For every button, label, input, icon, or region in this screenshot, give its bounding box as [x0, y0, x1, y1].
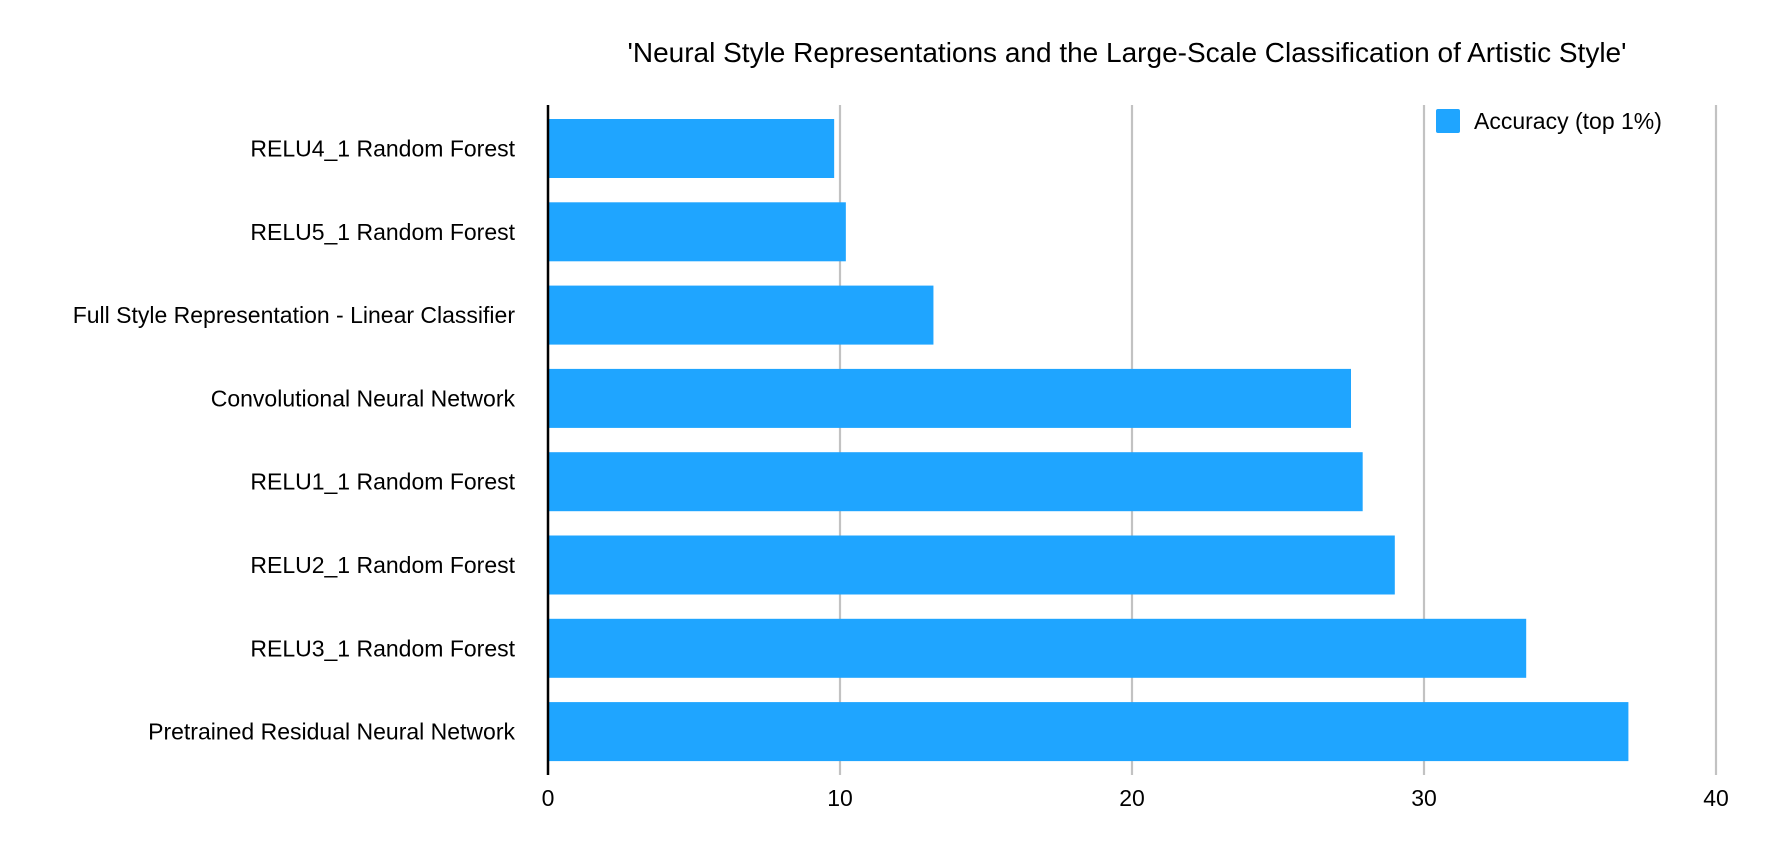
category-label-5: RELU2_1 Random Forest: [250, 552, 515, 578]
category-label-2: Full Style Representation - Linear Class…: [73, 302, 516, 328]
category-label-7: Pretrained Residual Neural Network: [148, 719, 515, 745]
x-tick-label-2: 20: [1119, 785, 1145, 811]
legend-swatch: [1436, 109, 1460, 133]
bar-0: [548, 119, 835, 178]
category-label-4: RELU1_1 Random Forest: [250, 469, 515, 495]
legend-label: Accuracy (top 1%): [1474, 108, 1662, 134]
chart-title: 'Neural Style Representations and the La…: [628, 37, 1627, 68]
category-label-6: RELU3_1 Random Forest: [250, 635, 515, 661]
x-tick-label-3: 30: [1411, 785, 1437, 811]
category-labels: RELU4_1 Random Forest RELU5_1 Random Fore…: [73, 136, 516, 745]
bar-3: [548, 368, 1351, 428]
bars: [548, 119, 1629, 762]
x-tick-label-0: 0: [542, 785, 555, 811]
category-label-3: Convolutional Neural Network: [211, 385, 516, 411]
bar-5: [548, 535, 1395, 595]
category-label-0: RELU4_1 Random Forest: [250, 136, 515, 162]
bar-1: [548, 202, 846, 262]
bar-4: [548, 452, 1363, 512]
bar-6: [548, 618, 1527, 678]
tick-labels: 0 10 20 30 40: [542, 785, 1729, 811]
x-tick-label-1: 10: [827, 785, 853, 811]
bar-7: [548, 702, 1629, 762]
bar-2: [548, 285, 934, 345]
x-tick-label-4: 40: [1703, 785, 1729, 811]
category-label-1: RELU5_1 Random Forest: [250, 219, 515, 245]
legend: Accuracy (top 1%): [1436, 108, 1662, 134]
